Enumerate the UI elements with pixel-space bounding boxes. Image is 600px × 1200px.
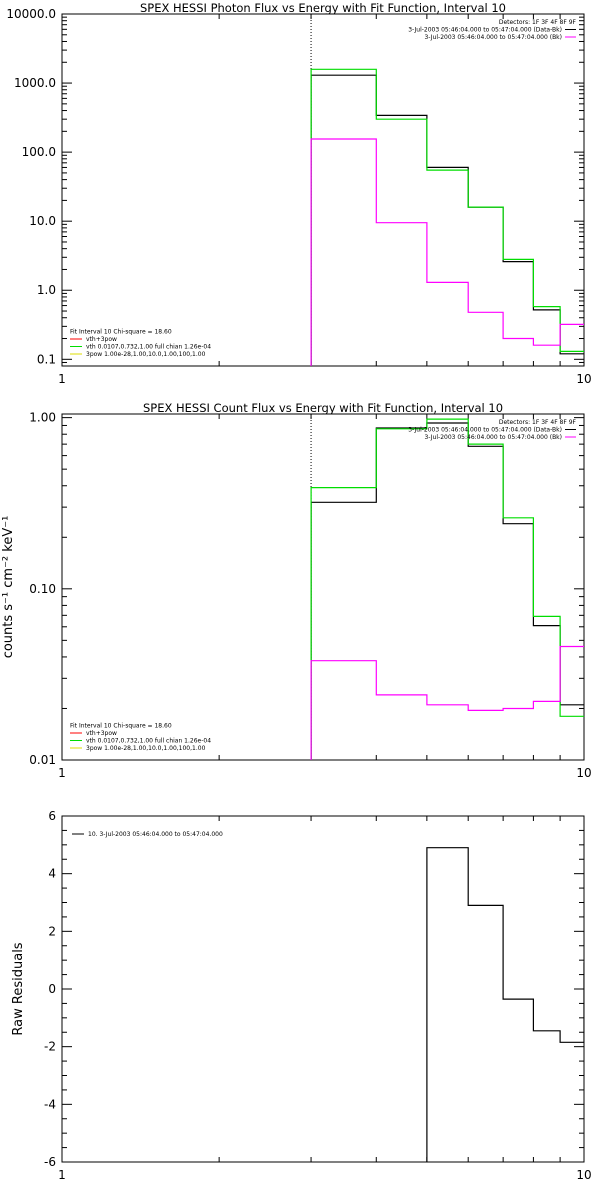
legend-header: Fit Interval 10 Chi-square = 18.60 (70, 329, 172, 336)
plot-frame (61, 413, 585, 761)
y-tick-label: 6 (48, 809, 56, 823)
chart-title: SPEX HESSI Photon Flux vs Energy with Fi… (140, 1, 506, 15)
x-tick-label: 1 (58, 372, 66, 386)
legend-header: Detectors: 1F 3F 4F 8F 9F (499, 419, 577, 426)
legend-entry-label: vth+3pow (86, 336, 117, 343)
chart-2: 1 10 0.01 0.10 1.00 SPEX HESSI Count Flux vs … (1, 401, 592, 780)
legend-entry-label: 3-Jul-2003 05:46:04.000 to 05:47:04.000 … (424, 34, 562, 41)
y-tick-label: 10000.0 (6, 7, 56, 21)
y-tick-label: 1000.0 (14, 76, 56, 90)
legend-entry-label: 3pow 1.00e-28,1.00,10.0,1.00,100,1.00 (86, 745, 206, 752)
legend-legend_top: 10. 3-Jul-2003 05:46:04.000 to 05:47:04.… (72, 831, 223, 838)
series-1-line (310, 74, 584, 366)
y-axis-label: Raw Residuals (11, 942, 26, 1035)
legend-entry-label: vth+3pow (86, 730, 117, 737)
y-tick-label: 10.0 (29, 214, 56, 228)
series-2-line (310, 418, 584, 760)
y-tick-label: 0 (48, 982, 56, 996)
legend-header: Fit Interval 10 Chi-square = 18.60 (70, 723, 172, 730)
x-tick-label: 1 (58, 1168, 66, 1182)
series-1-line (426, 847, 584, 1162)
chart-1: 1 10 0.1 1.0 10.0 100.0 1000.0 10000.0 SPEX HESS… (6, 1, 591, 386)
legend-entry-label: vth 0.0107,0.732,1.00 full chian 1.26e-0… (86, 344, 211, 351)
y-tick-label: 1.0 (37, 283, 56, 297)
legend-legend_bottom: Fit Interval 10 Chi-square = 18.60vth+3p… (70, 723, 211, 752)
y-tick-label: 0.10 (29, 582, 56, 596)
y-tick-label: 2 (48, 924, 56, 938)
legend-entry-label: 3pow 1.00e-28,1.00,10.0,1.00,100,1.00 (86, 351, 206, 358)
y-tick-label: 4 (48, 867, 56, 881)
legend-legend_top: Detectors: 1F 3F 4F 8F 9F3-Jul-2003 05:4… (408, 19, 576, 41)
y-tick-label: -4 (44, 1097, 56, 1111)
chart-3: 1 10 -6 -4 -2 0 2 4 6 Raw Residuals 10. 3-Jul-2003… (11, 809, 592, 1182)
x-tick-label: 10 (576, 372, 591, 386)
legend-header: Detectors: 1F 3F 4F 8F 9F (499, 19, 577, 26)
y-tick-label: 100.0 (22, 145, 56, 159)
legend-entry-label: 3-Jul-2003 05:46:04.000 to 05:47:04.000 … (424, 434, 562, 441)
y-tick-label: 0.01 (29, 753, 56, 767)
y-tick-label: 0.1 (37, 352, 56, 366)
legend-legend_bottom: Fit Interval 10 Chi-square = 18.60vth+3p… (70, 329, 211, 358)
legend-entry-label: vth 0.0107,0.732,1.00 full chian 1.26e-0… (86, 738, 211, 745)
legend-entry-label: 3-Jul-2003 05:46:04.000 to 05:47:04.000 … (408, 27, 562, 34)
x-tick-label: 10 (576, 766, 591, 780)
series-2-line (310, 68, 584, 366)
chart-title: SPEX HESSI Count Flux vs Energy with Fit… (143, 401, 503, 415)
y-tick-label: -2 (44, 1040, 56, 1054)
y-axis-label: counts s⁻¹ cm⁻² keV⁻¹ (1, 516, 16, 659)
plot-frame (61, 815, 585, 1163)
series-1-line (310, 422, 584, 760)
y-tick-label: 1.00 (29, 411, 56, 425)
x-tick-label: 10 (576, 1168, 591, 1182)
legend-entry-label: 10. 3-Jul-2003 05:46:04.000 to 05:47:04.… (88, 831, 223, 838)
x-tick-label: 1 (58, 766, 66, 780)
legend-legend_top: Detectors: 1F 3F 4F 8F 9F3-Jul-2003 05:4… (408, 419, 576, 441)
y-tick-label: -6 (44, 1155, 56, 1169)
legend-entry-label: 3-Jul-2003 05:46:04.000 to 05:47:04.000 … (408, 427, 562, 434)
series-3-line (310, 138, 584, 366)
plot-frame (61, 13, 585, 367)
series-3-line (310, 645, 584, 760)
